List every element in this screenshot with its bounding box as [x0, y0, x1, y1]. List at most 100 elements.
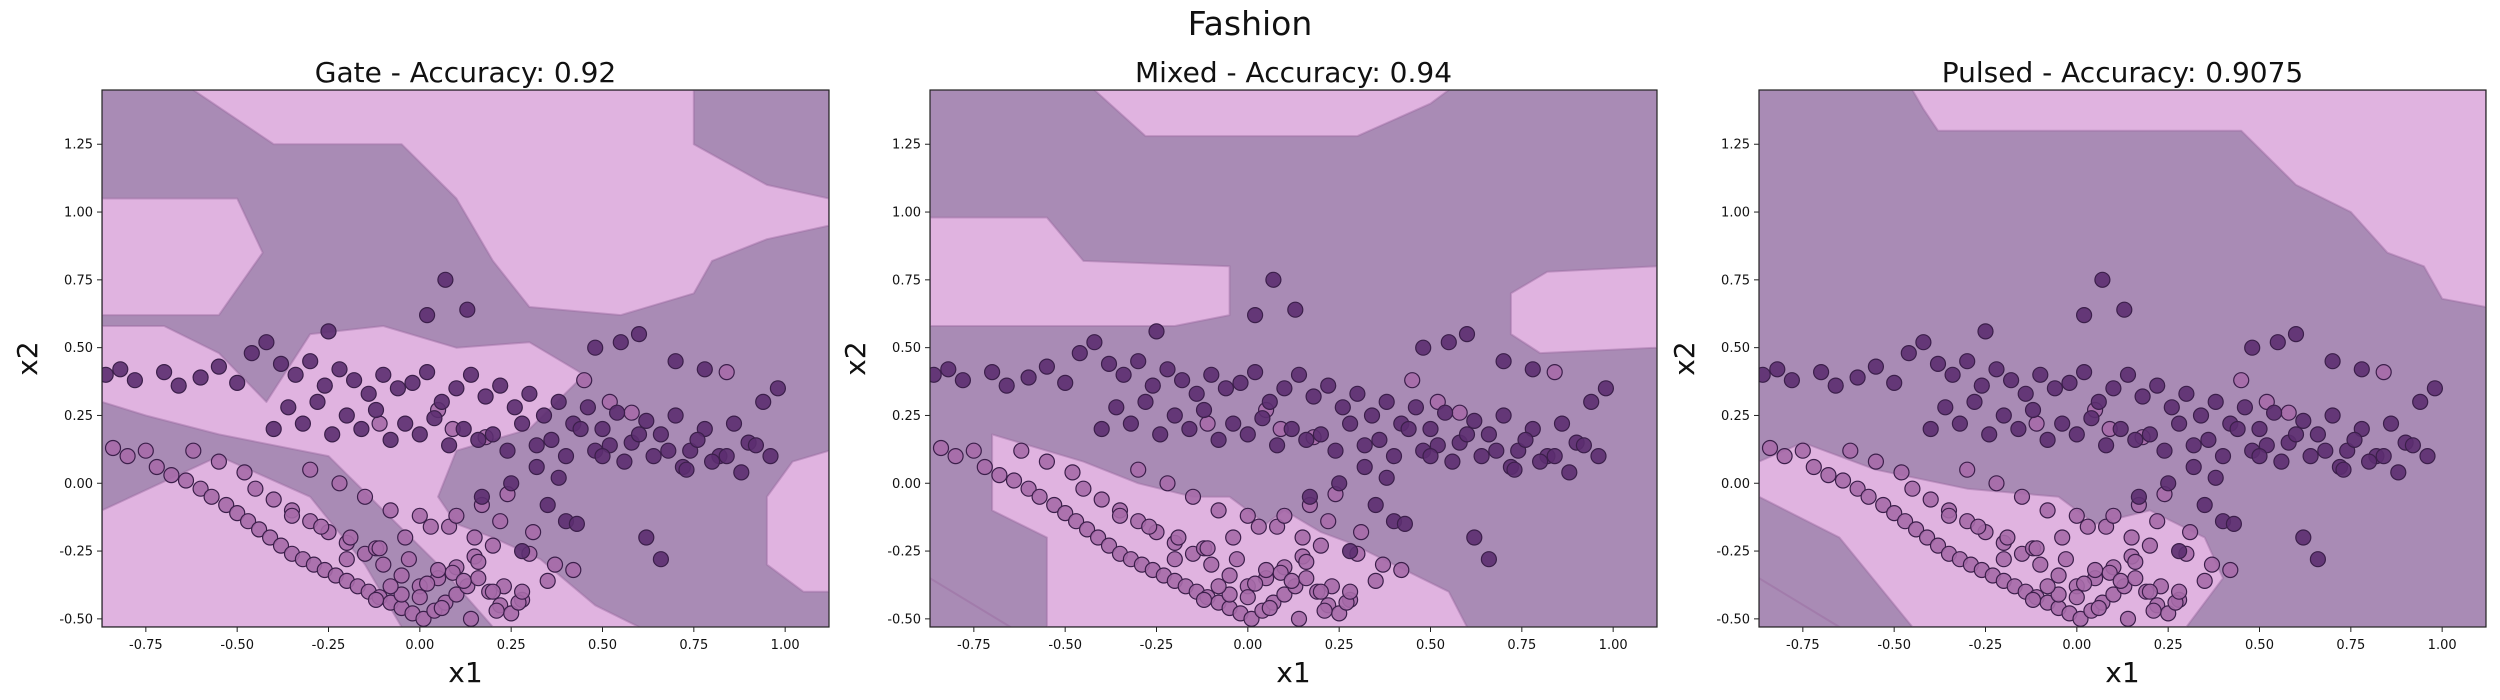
data-point-class-0	[1341, 583, 1359, 600]
data-point-class-1	[2251, 420, 2268, 438]
data-point-class-1	[2105, 380, 2122, 397]
data-point-class-0	[1261, 599, 1278, 617]
data-point-class-0	[1904, 480, 1921, 497]
data-point-class-1	[2324, 407, 2341, 424]
data-point-class-0	[2171, 583, 2188, 600]
data-point-class-1	[1524, 361, 1541, 378]
y-tick-label: 0.00	[892, 477, 921, 492]
data-point-class-1	[2273, 453, 2290, 470]
data-point-class-1	[1239, 426, 1256, 443]
data-point-class-0	[1907, 521, 1925, 538]
data-point-class-0	[1393, 561, 1410, 579]
data-point-class-1	[1378, 393, 1395, 410]
data-point-class-1	[1371, 431, 1388, 448]
y-tick-label: -0.50	[59, 612, 93, 627]
data-point-class-1	[1122, 415, 1140, 432]
x-tick-label: -0.50	[1877, 638, 1911, 653]
data-point-class-1	[1561, 464, 1578, 481]
data-point-class-1	[608, 404, 626, 421]
data-point-class-0	[1020, 480, 1037, 497]
decision-region-5	[692, 90, 829, 200]
data-point-class-1	[1378, 469, 1395, 486]
x-tick-label: 0.00	[2062, 638, 2091, 653]
data-point-class-1	[126, 372, 143, 389]
data-point-class-0	[1834, 472, 1852, 489]
data-point-class-1	[733, 464, 750, 481]
data-point-class-1	[2083, 410, 2100, 427]
data-point-class-0	[1995, 551, 2012, 568]
data-point-class-0	[1093, 491, 1110, 508]
data-point-class-1	[616, 453, 633, 470]
x-tick-label: 0.25	[497, 638, 526, 653]
data-point-class-1	[1495, 353, 1512, 370]
data-point-class-0	[1918, 529, 1936, 546]
data-point-class-0	[148, 458, 165, 476]
data-point-class-0	[356, 488, 374, 505]
x-tick-label: 1.00	[2428, 638, 2457, 653]
data-point-class-1	[1966, 393, 1983, 410]
data-point-class-1	[316, 377, 333, 394]
data-point-class-1	[287, 366, 304, 383]
data-point-class-0	[1130, 461, 1147, 478]
data-point-class-1	[762, 448, 779, 465]
data-point-class-1	[1415, 339, 1432, 356]
data-point-class-0	[2024, 591, 2042, 609]
data-point-class-1	[2046, 380, 2063, 397]
data-point-class-1	[747, 437, 765, 454]
data-point-class-0	[342, 529, 359, 546]
data-point-class-1	[2163, 399, 2180, 416]
data-point-class-1	[1100, 355, 1118, 372]
subplot-2: -0.75 -0.50 -0.25 0.00 0.25 0.50 0.75 1.00 -0.50…	[839, 56, 1658, 689]
data-point-class-1	[229, 374, 246, 391]
y-tick-label: 0.75	[892, 273, 921, 288]
data-point-class-0	[371, 415, 388, 432]
data-point-class-0	[1820, 467, 1837, 484]
data-point-class-1	[769, 380, 787, 397]
x-tick-label: -0.25	[312, 638, 346, 653]
data-point-class-0	[1075, 480, 1092, 497]
data-point-class-0	[313, 518, 330, 535]
data-point-class-0	[2127, 570, 2144, 587]
data-point-class-0	[1546, 364, 1563, 381]
y-tick-label: 0.25	[64, 409, 93, 424]
data-point-class-1	[660, 442, 677, 459]
data-point-class-1	[1203, 366, 1220, 383]
data-point-class-1	[1130, 353, 1147, 370]
data-point-class-1	[630, 326, 648, 343]
data-point-class-0	[1199, 540, 1216, 557]
data-point-class-1	[2178, 385, 2195, 402]
data-point-class-1	[1422, 448, 1439, 465]
data-point-class-1	[2116, 301, 2133, 318]
data-point-class-1	[528, 437, 545, 454]
data-point-class-1	[2039, 431, 2056, 448]
data-point-class-0	[1867, 453, 1885, 470]
data-point-class-1	[2225, 515, 2242, 533]
data-point-class-0	[1228, 551, 1246, 568]
data-point-class-1	[1436, 404, 1454, 421]
y-tick-label: 0.00	[64, 477, 93, 492]
data-point-class-1	[1327, 442, 1344, 459]
data-point-class-1	[484, 426, 501, 443]
data-point-class-1	[426, 410, 443, 427]
x-tick-label: 0.75	[679, 638, 708, 653]
data-point-class-0	[1294, 529, 1311, 546]
data-point-class-0	[1046, 496, 1063, 514]
data-point-class-0	[218, 496, 235, 514]
y-tick-label: 1.00	[64, 206, 93, 221]
axes-frame	[1758, 89, 2487, 628]
data-point-class-0	[455, 572, 472, 590]
data-point-class-1	[2076, 364, 2093, 381]
data-point-class-0	[422, 518, 439, 535]
data-point-class-1	[1188, 385, 1205, 402]
data-point-class-0	[1805, 458, 1822, 476]
data-point-class-1	[1937, 399, 1954, 416]
data-point-class-1	[1900, 345, 1917, 362]
data-point-class-0	[2039, 578, 2056, 595]
data-point-class-0	[965, 442, 982, 459]
y-tick-label: -0.25	[59, 545, 93, 560]
data-point-class-0	[2127, 553, 2144, 571]
data-point-class-1	[513, 542, 531, 560]
data-point-class-1	[1115, 366, 1132, 383]
x-tick-label: -0.25	[1140, 638, 1174, 653]
y-tick-label: 1.25	[1721, 138, 1750, 153]
